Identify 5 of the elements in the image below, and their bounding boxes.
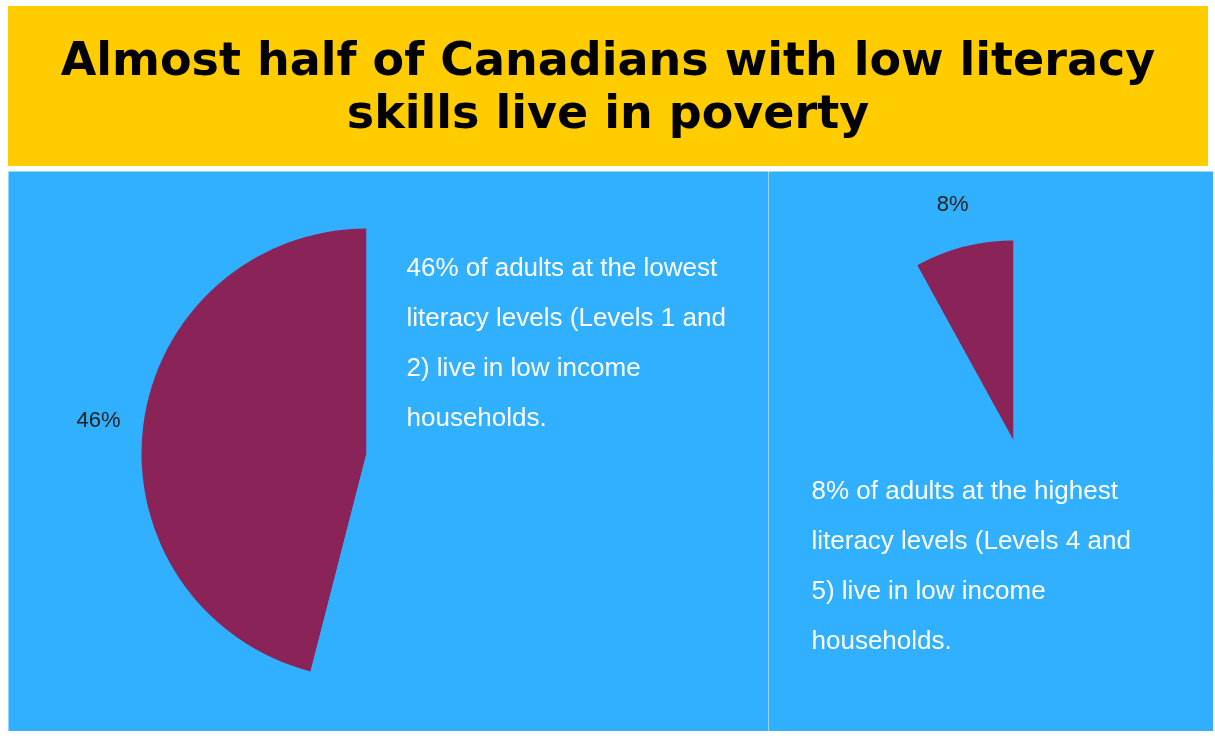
text: 8% of adults at the highest literacy levels (Levels 4 and 5) live in low income households.	[811, 474, 1131, 655]
text: 46% of adults at the lowest literacy levels (Levels 1 and 2) live in low income households.	[406, 251, 726, 432]
data-label: 8%	[936, 190, 969, 216]
text: Almost half of Canadians with low literacy skills live in poverty	[8, 6, 1208, 166]
data-label: 46%	[76, 407, 121, 433]
